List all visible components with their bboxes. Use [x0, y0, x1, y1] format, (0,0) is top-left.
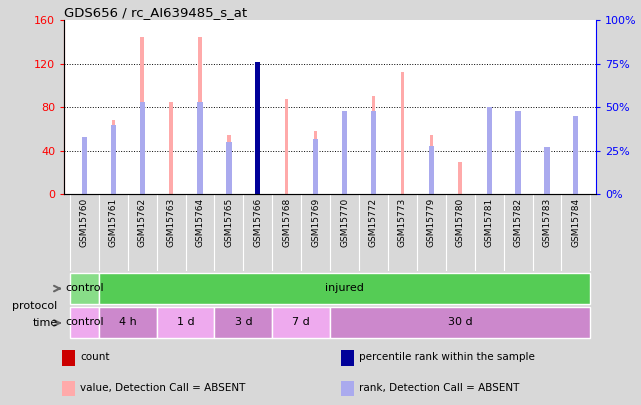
Text: GSM15772: GSM15772 — [369, 198, 378, 247]
Text: 4 h: 4 h — [119, 317, 137, 327]
Bar — [285, 99, 288, 194]
Text: GSM15782: GSM15782 — [513, 198, 522, 247]
Bar — [255, 62, 260, 194]
Text: 7 d: 7 d — [292, 317, 310, 327]
Bar — [313, 139, 319, 194]
Bar — [82, 137, 87, 194]
Text: control: control — [65, 317, 104, 327]
Text: GSM15768: GSM15768 — [282, 198, 291, 247]
Text: count: count — [80, 352, 110, 362]
Bar — [341, 350, 354, 366]
Text: GSM15781: GSM15781 — [485, 198, 494, 247]
Text: GDS656 / rc_AI639485_s_at: GDS656 / rc_AI639485_s_at — [64, 6, 247, 19]
Text: value, Detection Call = ABSENT: value, Detection Call = ABSENT — [80, 383, 246, 393]
Bar — [198, 36, 202, 194]
Bar — [515, 111, 520, 194]
Bar — [140, 102, 145, 194]
FancyBboxPatch shape — [215, 307, 272, 339]
Bar — [371, 111, 376, 194]
Text: GSM15765: GSM15765 — [224, 198, 233, 247]
Bar — [429, 134, 433, 194]
Bar — [197, 102, 203, 194]
Bar — [487, 107, 492, 194]
Text: GSM15760: GSM15760 — [80, 198, 89, 247]
Bar — [342, 111, 347, 194]
Bar — [62, 350, 75, 366]
Text: GSM15784: GSM15784 — [571, 198, 580, 247]
Bar — [111, 125, 116, 194]
Bar — [226, 142, 231, 194]
Text: protocol: protocol — [12, 301, 58, 311]
FancyBboxPatch shape — [70, 273, 99, 304]
Bar — [517, 118, 520, 194]
Bar — [227, 134, 231, 194]
Bar — [62, 381, 75, 396]
Text: GSM15773: GSM15773 — [398, 198, 407, 247]
Text: GSM15780: GSM15780 — [456, 198, 465, 247]
Text: 3 d: 3 d — [235, 317, 252, 327]
Bar — [169, 102, 173, 194]
FancyBboxPatch shape — [156, 307, 215, 339]
Bar — [341, 381, 354, 396]
Text: GSM15779: GSM15779 — [427, 198, 436, 247]
Text: 30 d: 30 d — [448, 317, 472, 327]
Text: 1 d: 1 d — [177, 317, 194, 327]
Bar — [401, 72, 404, 194]
FancyBboxPatch shape — [99, 307, 156, 339]
Text: GSM15764: GSM15764 — [196, 198, 204, 247]
Text: GSM15770: GSM15770 — [340, 198, 349, 247]
Text: rank, Detection Call = ABSENT: rank, Detection Call = ABSENT — [359, 383, 519, 393]
FancyBboxPatch shape — [70, 307, 99, 339]
Bar — [372, 96, 375, 194]
Bar — [256, 114, 260, 194]
Bar — [573, 116, 578, 194]
Text: time: time — [33, 318, 58, 328]
Bar — [83, 140, 86, 194]
FancyBboxPatch shape — [99, 273, 590, 304]
Bar — [112, 120, 115, 194]
Text: GSM15762: GSM15762 — [138, 198, 147, 247]
FancyBboxPatch shape — [330, 307, 590, 339]
Bar — [574, 118, 578, 194]
Text: GSM15761: GSM15761 — [109, 198, 118, 247]
Bar — [487, 118, 491, 194]
Text: GSM15783: GSM15783 — [542, 198, 551, 247]
Text: GSM15763: GSM15763 — [167, 198, 176, 247]
Text: percentile rank within the sample: percentile rank within the sample — [359, 352, 535, 362]
Text: GSM15769: GSM15769 — [311, 198, 320, 247]
Bar — [140, 36, 144, 194]
Bar — [458, 162, 462, 194]
Bar — [429, 146, 434, 194]
Bar — [544, 147, 549, 194]
Text: injured: injured — [325, 283, 364, 293]
Bar — [314, 131, 317, 194]
Text: GSM15766: GSM15766 — [253, 198, 262, 247]
Bar — [545, 154, 549, 194]
Text: control: control — [65, 283, 104, 293]
Bar — [343, 118, 346, 194]
FancyBboxPatch shape — [272, 307, 330, 339]
